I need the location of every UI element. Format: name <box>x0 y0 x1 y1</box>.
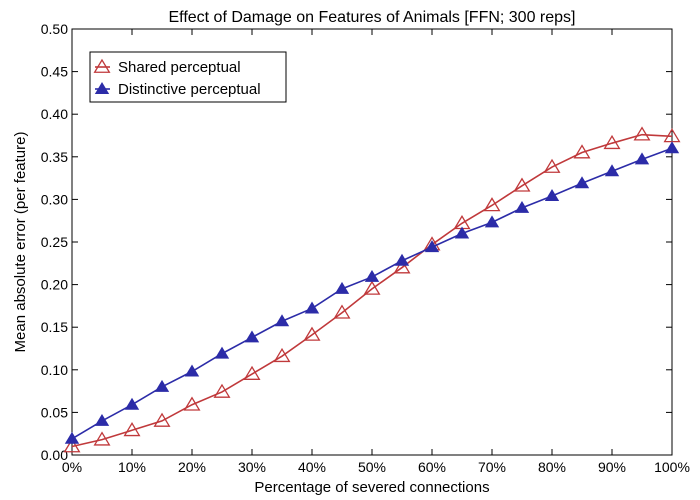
series-distinctive-perceptual <box>64 141 680 444</box>
plot-area: 0% 10% 20% 30% 40% 50% 60% 70% 80% 90% 100% 0.00 0.0… <box>41 21 690 475</box>
data-point <box>484 215 500 228</box>
y-tick-label: 0.20 <box>41 277 68 293</box>
x-tick-label: 10% <box>118 459 146 475</box>
y-tick-label: 0.50 <box>41 21 68 37</box>
chart-title: Effect of Damage on Features of Animals … <box>168 9 575 26</box>
data-point <box>513 177 531 192</box>
y-tick-label: 0.40 <box>41 106 68 122</box>
data-point <box>244 330 260 343</box>
data-point <box>483 197 501 212</box>
x-tick-label: 20% <box>178 459 206 475</box>
data-point <box>543 158 561 173</box>
data-point <box>364 269 380 282</box>
data-point <box>213 383 231 398</box>
data-point <box>333 304 351 319</box>
data-point <box>93 431 111 446</box>
x-tick-label: 50% <box>358 459 386 475</box>
data-point <box>63 438 81 453</box>
x-tick-label: 0% <box>62 459 82 475</box>
data-point <box>334 281 350 294</box>
data-point <box>183 396 201 411</box>
y-tick-label: 0.05 <box>41 404 68 420</box>
x-tick-label: 80% <box>538 459 566 475</box>
y-tick-label: 0.00 <box>41 447 68 463</box>
x-tick-label: 40% <box>298 459 326 475</box>
legend-label: Distinctive perceptual <box>118 81 261 98</box>
data-point <box>573 144 591 159</box>
legend-label: Shared perceptual <box>118 59 241 76</box>
x-tick-label: 60% <box>418 459 446 475</box>
data-point <box>94 413 110 426</box>
y-tick-label: 0.10 <box>41 362 68 378</box>
legend-box <box>89 51 287 103</box>
data-point <box>424 240 440 253</box>
y-tick-label: 0.35 <box>41 149 68 165</box>
legend-item-distinctive-perceptual: Distinctive perceptual <box>94 81 261 98</box>
data-point <box>304 301 320 314</box>
data-point <box>664 141 680 154</box>
y-tick-label: 0.25 <box>41 234 68 250</box>
data-point <box>363 280 381 295</box>
data-point <box>153 412 171 427</box>
data-point <box>514 200 530 213</box>
legend-item-shared-perceptual: Shared perceptual <box>93 58 241 76</box>
data-point <box>214 346 230 359</box>
data-point <box>123 422 141 437</box>
data-point <box>633 126 651 141</box>
legend: Shared perceptual Distinctive perceptual <box>89 51 287 103</box>
x-tick-label: 30% <box>238 459 266 475</box>
legend-marker <box>93 58 111 73</box>
data-point <box>393 259 411 274</box>
data-point <box>64 431 80 444</box>
data-point <box>603 134 621 150</box>
y-tick-label: 0.45 <box>41 64 68 80</box>
y-axis-label: Mean absolute error (per feature) <box>12 132 29 353</box>
series-line-shared-perceptual <box>71 133 673 448</box>
x-tick-label: 90% <box>598 459 626 475</box>
data-point <box>184 364 200 377</box>
data-point <box>604 164 620 177</box>
x-tick-label: 70% <box>478 459 506 475</box>
y-tick-label: 0.15 <box>41 319 68 335</box>
data-point <box>394 253 410 266</box>
data-point <box>124 397 140 410</box>
data-point <box>454 226 470 239</box>
x-axis-label: Percentage of severed connections <box>254 479 489 496</box>
legend-marker <box>94 82 110 94</box>
series-shared-perceptual <box>63 126 681 453</box>
data-point <box>303 326 321 341</box>
x-tick-label: 100% <box>654 459 690 475</box>
data-point <box>273 347 291 363</box>
data-point <box>274 314 290 327</box>
data-point <box>154 379 170 392</box>
data-point <box>574 176 590 189</box>
data-point <box>634 152 650 165</box>
data-point <box>544 189 560 201</box>
data-point <box>243 365 261 380</box>
y-tick-label: 0.30 <box>41 191 68 207</box>
